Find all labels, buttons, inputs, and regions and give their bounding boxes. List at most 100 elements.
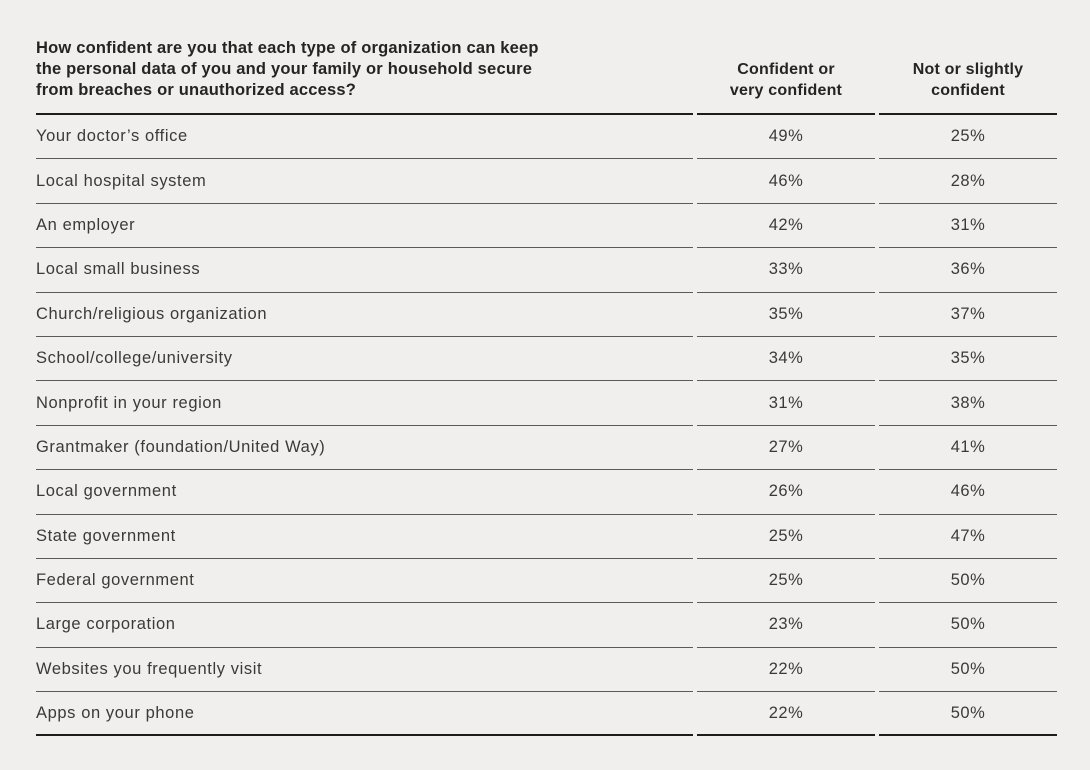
table-body: Your doctor’s office 49% 25% Local hospi… xyxy=(36,115,1057,737)
table-row: Apps on your phone 22% 50% xyxy=(36,692,1057,737)
row-label: Your doctor’s office xyxy=(36,127,188,146)
row-label-cell: Websites you frequently visit xyxy=(36,648,693,693)
row-confident-cell: 46% xyxy=(697,159,875,204)
row-confident-cell: 25% xyxy=(697,559,875,604)
row-confident-cell: 42% xyxy=(697,204,875,249)
row-label: An employer xyxy=(36,215,136,234)
column-header-not-confident-line-2: confident xyxy=(931,82,1005,99)
question-line-2: the personal data of you and your family… xyxy=(36,60,533,78)
row-not-confident-value: 38% xyxy=(950,393,986,412)
row-not-confident-cell: 36% xyxy=(879,248,1057,293)
row-not-confident-value: 28% xyxy=(950,171,986,190)
table-row: Large corporation 23% 50% xyxy=(36,603,1057,648)
row-not-confident-cell: 41% xyxy=(879,426,1057,471)
row-not-confident-cell: 37% xyxy=(879,293,1057,337)
row-confident-value: 26% xyxy=(768,482,804,501)
row-confident-value: 49% xyxy=(768,127,804,146)
column-header-not-confident-line-1: Not or slightly xyxy=(912,61,1024,78)
row-label: School/college/university xyxy=(36,349,233,368)
row-not-confident-cell: 46% xyxy=(879,470,1057,515)
row-not-confident-cell: 28% xyxy=(879,159,1057,204)
row-confident-value: 35% xyxy=(768,304,804,323)
row-not-confident-value: 31% xyxy=(950,215,986,234)
row-confident-cell: 22% xyxy=(697,648,875,693)
table-row: Local small business 33% 36% xyxy=(36,248,1057,293)
row-not-confident-value: 50% xyxy=(950,659,986,678)
row-not-confident-cell: 50% xyxy=(879,559,1057,604)
row-confident-cell: 33% xyxy=(697,248,875,293)
row-not-confident-value: 25% xyxy=(950,127,986,146)
row-label-cell: Your doctor’s office xyxy=(36,115,693,160)
row-confident-value: 25% xyxy=(768,526,804,545)
row-label: Local government xyxy=(36,482,177,501)
row-confident-cell: 27% xyxy=(697,426,875,471)
row-confident-cell: 26% xyxy=(697,470,875,515)
row-not-confident-value: 50% xyxy=(950,571,986,590)
row-label-cell: Church/religious organization xyxy=(36,293,693,337)
row-label: Nonprofit in your region xyxy=(36,393,222,412)
table-row: School/college/university 34% 35% xyxy=(36,337,1057,382)
row-confident-value: 34% xyxy=(768,349,804,368)
row-label: Local hospital system xyxy=(36,171,207,190)
row-not-confident-cell: 50% xyxy=(879,692,1057,737)
row-confident-cell: 31% xyxy=(697,381,875,426)
row-label: Federal government xyxy=(36,571,195,590)
row-confident-cell: 35% xyxy=(697,293,875,337)
row-label-cell: Nonprofit in your region xyxy=(36,381,693,426)
row-not-confident-value: 35% xyxy=(950,349,986,368)
row-not-confident-cell: 25% xyxy=(879,115,1057,160)
row-confident-cell: 23% xyxy=(697,603,875,648)
row-not-confident-value: 46% xyxy=(950,482,986,501)
row-label-cell: An employer xyxy=(36,204,693,249)
column-header-confident: Confident or very confident xyxy=(697,38,875,115)
row-label-cell: State government xyxy=(36,515,693,559)
row-confident-cell: 22% xyxy=(697,692,875,737)
table-row: Websites you frequently visit 22% 50% xyxy=(36,648,1057,693)
table-header: How confident are you that each type of … xyxy=(36,38,1057,115)
table-row: Federal government 25% 50% xyxy=(36,559,1057,604)
table-row: Your doctor’s office 49% 25% xyxy=(36,115,1057,160)
row-confident-cell: 34% xyxy=(697,337,875,382)
row-confident-value: 25% xyxy=(768,571,804,590)
row-label-cell: School/college/university xyxy=(36,337,693,382)
row-confident-cell: 25% xyxy=(697,515,875,559)
row-not-confident-cell: 35% xyxy=(879,337,1057,382)
row-label-cell: Local hospital system xyxy=(36,159,693,204)
row-confident-value: 31% xyxy=(768,393,804,412)
row-not-confident-value: 36% xyxy=(950,260,986,279)
column-header-confident-line-1: Confident or xyxy=(737,61,835,78)
table-row: Nonprofit in your region 31% 38% xyxy=(36,381,1057,426)
row-confident-value: 42% xyxy=(768,215,804,234)
row-label: Apps on your phone xyxy=(36,703,195,722)
row-not-confident-value: 37% xyxy=(950,304,986,323)
row-label-cell: Local small business xyxy=(36,248,693,293)
row-confident-cell: 49% xyxy=(697,115,875,160)
table-row: Grantmaker (foundation/United Way) 27% 4… xyxy=(36,426,1057,471)
table-row: Local government 26% 46% xyxy=(36,470,1057,515)
table-question: How confident are you that each type of … xyxy=(36,38,693,115)
row-not-confident-cell: 47% xyxy=(879,515,1057,559)
row-confident-value: 23% xyxy=(768,615,804,634)
row-confident-value: 27% xyxy=(768,437,804,456)
table-row: State government 25% 47% xyxy=(36,515,1057,559)
row-label: State government xyxy=(36,526,176,545)
row-label: Grantmaker (foundation/United Way) xyxy=(36,437,326,456)
row-label-cell: Grantmaker (foundation/United Way) xyxy=(36,426,693,471)
row-label-cell: Apps on your phone xyxy=(36,692,693,737)
table-row: Local hospital system 46% 28% xyxy=(36,159,1057,204)
table-row: Church/religious organization 35% 37% xyxy=(36,293,1057,337)
row-label-cell: Large corporation xyxy=(36,603,693,648)
row-label: Church/religious organization xyxy=(36,304,268,323)
row-confident-value: 33% xyxy=(768,260,804,279)
row-label: Local small business xyxy=(36,260,201,279)
row-not-confident-cell: 38% xyxy=(879,381,1057,426)
row-confident-value: 46% xyxy=(768,171,804,190)
row-not-confident-value: 50% xyxy=(950,615,986,634)
row-confident-value: 22% xyxy=(768,659,804,678)
question-line-1: How confident are you that each type of … xyxy=(36,39,539,57)
question-line-3: from breaches or unauthorized access? xyxy=(36,81,357,99)
row-confident-value: 22% xyxy=(768,703,804,722)
row-not-confident-cell: 31% xyxy=(879,204,1057,249)
row-not-confident-cell: 50% xyxy=(879,603,1057,648)
